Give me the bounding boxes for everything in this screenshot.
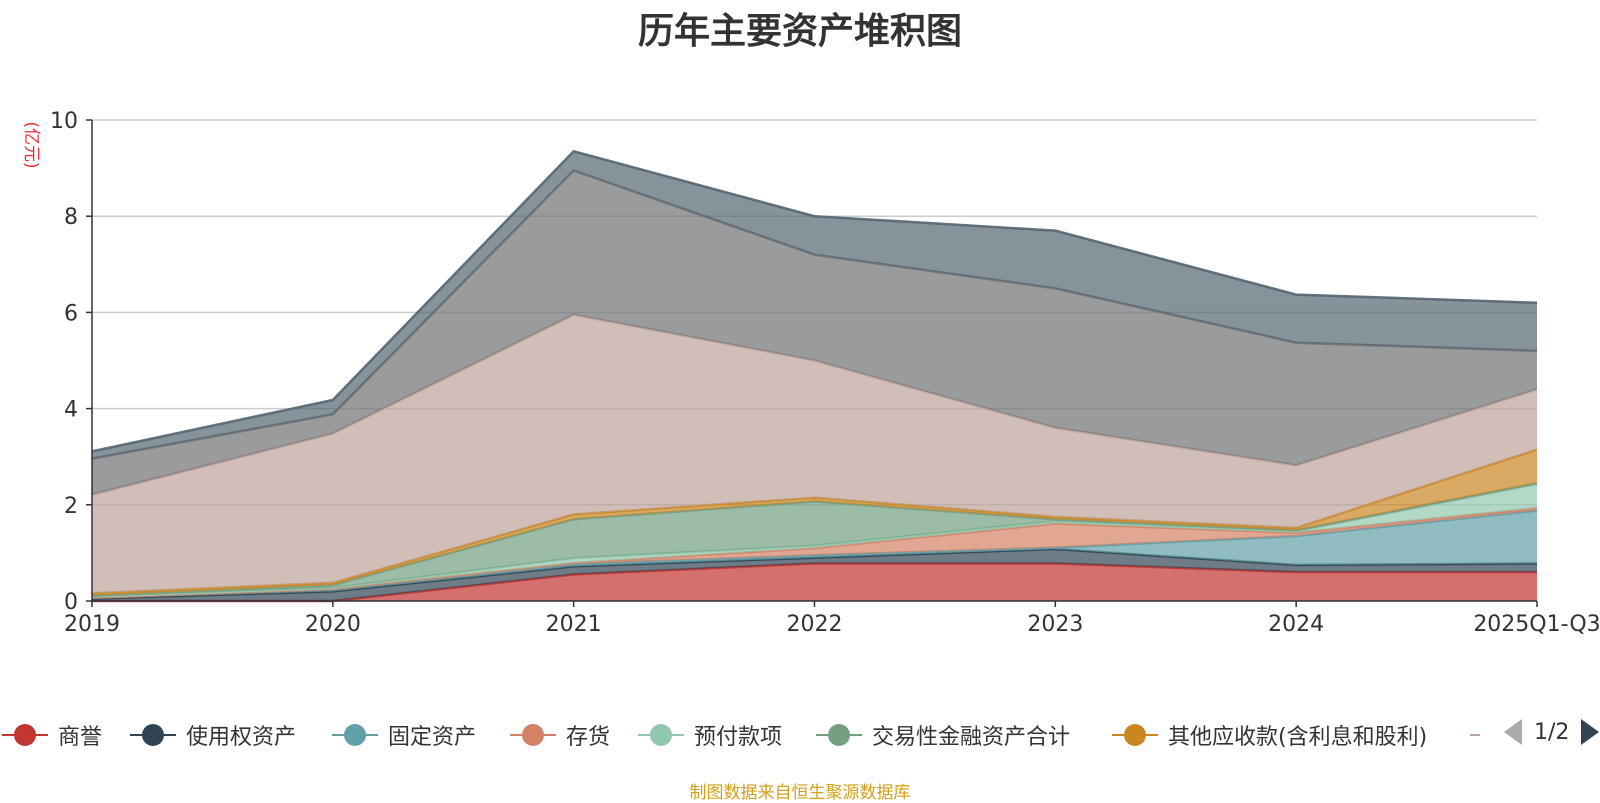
data-source-note: 制图数据来自恒生聚源数据库 [689, 783, 911, 803]
legend: 商誉 使用权资产 固定资产 存货 预付款项 交易性金融资产合计 其他应收款(含利息和股利) [0, 715, 1600, 755]
y-tick-label: 10 [50, 109, 78, 134]
y-axis-unit-label: (亿元) [21, 121, 41, 168]
legend-item[interactable]: 商誉 [0, 715, 102, 755]
legend-label: 存货 [566, 725, 611, 750]
chart-title: 历年主要资产堆积图 [637, 11, 962, 52]
legend-page-indicator: 1/2 [1534, 719, 1570, 745]
area-7 [92, 314, 1537, 594]
y-tick-label: 0 [64, 590, 78, 615]
legend-marker-icon [130, 724, 176, 746]
legend-label: 使用权资产 [186, 725, 297, 750]
legend-item[interactable]: 存货 [508, 715, 610, 755]
legend-item[interactable]: 固定资产 [330, 715, 476, 755]
area-3 [92, 508, 1537, 598]
y-tick-label: 2 [64, 494, 78, 519]
legend-item[interactable]: 其他应收款(含利息和股利) [1110, 715, 1427, 755]
legend-marker-icon [1112, 724, 1158, 746]
legend-marker-icon [510, 724, 556, 746]
legend-marker-icon [332, 724, 378, 746]
legend-label: 商誉 [58, 725, 103, 750]
legend-marker-icon [816, 724, 862, 746]
x-tick-label: 2024 [1268, 612, 1324, 637]
legend-overflow-marker [1468, 715, 1482, 755]
legend-label: 交易性金融资产合计 [872, 725, 1071, 750]
area-1 [92, 549, 1537, 601]
legend-item[interactable]: 交易性金融资产合计 [814, 715, 1070, 755]
legend-label: 预付款项 [694, 725, 783, 750]
legend-pager: 1/2 [1502, 717, 1600, 747]
area-9 [92, 151, 1537, 459]
legend-label: 其他应收款(含利息和股利) [1168, 725, 1428, 750]
area-0 [92, 563, 1537, 601]
area-8 [92, 170, 1537, 495]
x-tick-label: 2021 [546, 612, 602, 637]
series-line-9 [91, 149, 1538, 453]
legend-label: 固定资产 [388, 725, 477, 750]
legend-marker-icon [638, 724, 684, 746]
area-5 [92, 483, 1537, 597]
legend-prev-icon[interactable] [1502, 717, 1524, 747]
y-tick-label: 8 [64, 205, 78, 230]
x-tick-label: 2023 [1027, 612, 1083, 637]
legend-marker-icon [2, 724, 48, 746]
y-tick-label: 4 [64, 398, 78, 423]
x-tick-label: 2019 [64, 612, 120, 637]
legend-item[interactable]: 预付款项 [636, 715, 782, 755]
legend-next-icon[interactable] [1579, 717, 1600, 747]
y-tick-label: 6 [64, 301, 78, 326]
legend-item[interactable]: 使用权资产 [128, 715, 296, 755]
x-tick-label: 2020 [305, 612, 361, 637]
x-tick-label: 2022 [787, 612, 843, 637]
x-tick-label: 2025Q1-Q3 [1473, 612, 1600, 637]
